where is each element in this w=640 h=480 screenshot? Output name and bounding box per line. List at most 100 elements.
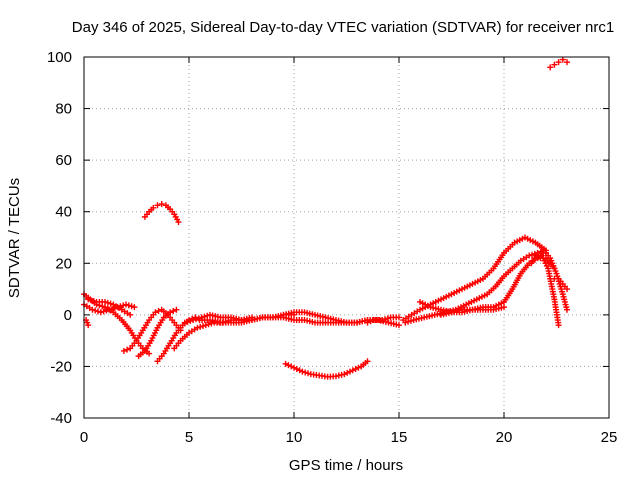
series-arc-17 xyxy=(417,255,558,316)
x-tick-label: 25 xyxy=(601,429,618,446)
data-point xyxy=(100,308,107,315)
data-point xyxy=(200,323,206,330)
data-point xyxy=(197,323,204,330)
data-point xyxy=(85,322,92,329)
y-tick-label: 40 xyxy=(55,204,72,221)
y-tick-label: 60 xyxy=(55,152,72,169)
data-point xyxy=(347,368,353,375)
y-tick-label: 20 xyxy=(55,255,72,272)
data-point xyxy=(152,309,159,316)
series-arc-3 xyxy=(85,296,134,318)
data-point xyxy=(146,350,153,357)
data-point xyxy=(344,369,351,376)
data-point xyxy=(382,316,388,323)
data-point xyxy=(102,298,108,305)
series-arc-15 xyxy=(400,234,549,324)
data-point xyxy=(564,306,570,313)
data-point xyxy=(529,251,535,258)
data-point xyxy=(103,307,110,314)
series-arc-20 xyxy=(532,252,562,329)
series-arc-4 xyxy=(83,317,92,329)
data-point xyxy=(173,306,180,313)
data-point xyxy=(193,316,199,323)
series-arc-2 xyxy=(81,301,138,316)
data-point xyxy=(526,252,533,259)
data-point xyxy=(407,317,414,324)
data-point xyxy=(131,304,138,311)
data-point xyxy=(90,298,97,305)
data-point xyxy=(384,315,391,322)
data-point xyxy=(104,299,111,306)
data-point xyxy=(396,314,402,321)
data-point xyxy=(175,219,182,226)
data-point xyxy=(95,308,101,315)
chart-title: Day 346 of 2025, Sidereal Day-to-day VTE… xyxy=(72,19,614,36)
data-point xyxy=(551,61,558,68)
data-point xyxy=(205,321,212,328)
data-point xyxy=(349,367,356,374)
data-point xyxy=(128,303,135,310)
x-tick-label: 0 xyxy=(80,429,88,446)
data-point xyxy=(396,322,402,329)
data-point xyxy=(379,317,386,324)
data-point xyxy=(89,306,96,313)
data-markers xyxy=(81,56,570,380)
data-point xyxy=(150,204,157,211)
data-point xyxy=(501,304,507,311)
series-arc-22 xyxy=(547,56,570,71)
data-point xyxy=(341,371,348,378)
data-point xyxy=(559,56,566,63)
data-point xyxy=(109,305,115,312)
data-point xyxy=(547,64,554,71)
data-point xyxy=(88,297,94,304)
series-arc-19 xyxy=(528,247,570,313)
data-point xyxy=(364,319,371,326)
data-point xyxy=(285,362,292,369)
data-point xyxy=(364,358,371,365)
data-point xyxy=(190,317,197,324)
x-tick-label: 20 xyxy=(496,429,513,446)
axis-ticks: 0 5 10 15 20 25 -40 -20 0 20 40 60 80 100 xyxy=(47,49,617,446)
data-point xyxy=(107,300,114,307)
series-arc-6 xyxy=(135,306,180,360)
y-tick-label: 0 xyxy=(64,307,72,324)
data-point xyxy=(120,302,127,309)
series-arc-14 xyxy=(364,314,402,326)
data-point xyxy=(302,369,309,376)
data-point xyxy=(555,59,562,66)
series-arc-18 xyxy=(438,304,507,318)
y-tick-label: 100 xyxy=(47,49,72,66)
data-point xyxy=(167,309,174,316)
data-point xyxy=(170,307,177,314)
data-point xyxy=(564,286,570,293)
data-point xyxy=(355,364,362,371)
data-point xyxy=(155,307,162,314)
data-point xyxy=(299,368,306,375)
series-arc-16 xyxy=(402,249,549,326)
x-tick-label: 10 xyxy=(286,429,303,446)
data-point xyxy=(305,370,311,377)
series-arc-13 xyxy=(282,358,371,380)
data-point xyxy=(85,296,92,303)
data-point xyxy=(208,320,215,327)
data-point xyxy=(124,346,131,353)
data-point xyxy=(405,318,412,325)
data-point xyxy=(202,322,209,329)
series-arc-8 xyxy=(141,200,182,226)
data-point xyxy=(181,319,188,326)
data-point xyxy=(106,306,113,313)
x-tick-label: 5 xyxy=(185,429,193,446)
y-axis-label: SDTVAR / TECUs xyxy=(6,178,23,298)
data-point xyxy=(534,249,541,256)
data-point xyxy=(537,248,544,255)
gridlines xyxy=(84,57,609,418)
data-point xyxy=(120,347,127,354)
data-point xyxy=(125,302,132,309)
data-point xyxy=(184,318,191,325)
x-axis-label: GPS time / hours xyxy=(289,457,403,474)
data-point xyxy=(296,367,303,374)
data-point xyxy=(564,59,570,66)
data-point xyxy=(123,301,129,308)
data-point xyxy=(92,307,99,314)
plot-frame xyxy=(83,56,610,419)
